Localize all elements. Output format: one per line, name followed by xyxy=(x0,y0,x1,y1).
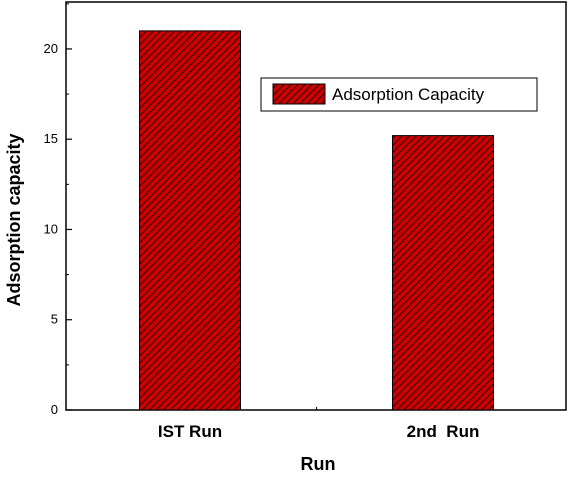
legend-swatch xyxy=(272,83,326,105)
legend-label: Adsorption Capacity xyxy=(332,85,485,104)
y-tick-label: 10 xyxy=(44,221,58,236)
category-labels: IST Run 2nd Run xyxy=(158,422,479,441)
y-tick-label: 20 xyxy=(44,41,58,56)
y-tick-label: 0 xyxy=(51,402,58,417)
bars-group xyxy=(139,30,494,411)
x-tick-label: 2nd Run xyxy=(407,422,480,441)
y-axis-title: Adsorption capacity xyxy=(4,133,24,306)
y-tick-label: 15 xyxy=(44,131,58,146)
legend: Adsorption Capacity xyxy=(260,77,538,112)
y-tick-label: 5 xyxy=(51,312,58,327)
bar-2 xyxy=(392,135,494,411)
bar-1 xyxy=(139,30,241,411)
y-axis-ticks: 0 5 10 15 20 xyxy=(44,3,72,417)
x-tick-label: IST Run xyxy=(158,422,222,441)
x-axis-title: Run xyxy=(301,454,336,474)
